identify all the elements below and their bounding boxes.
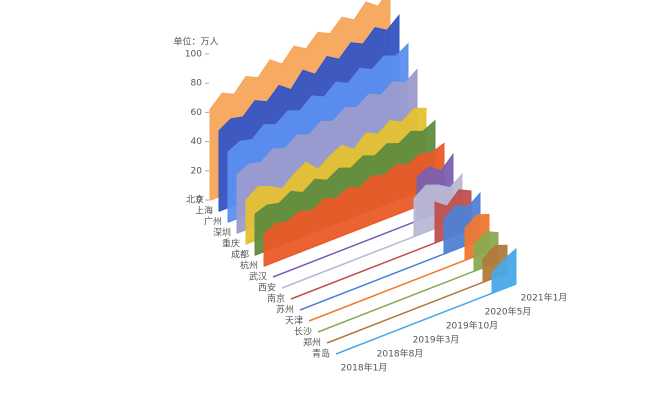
y-tick-label: 80 <box>191 79 203 89</box>
x-tick-label: 2018年1月 <box>341 362 388 374</box>
legend-label: 成都 <box>231 249 249 261</box>
baseline <box>308 250 490 322</box>
y-axis-label: 单位：万人 <box>173 36 218 48</box>
legend-label: 武汉 <box>249 271 267 283</box>
area <box>263 142 445 267</box>
legend-label: 广州 <box>204 216 222 228</box>
x-tick-label: 2019年3月 <box>413 333 460 345</box>
baseline <box>326 272 508 344</box>
legend-label: 南京 <box>267 293 285 305</box>
x-tick-label: 2020年5月 <box>485 305 532 317</box>
y-tick-label: 20 <box>191 166 203 176</box>
legend-label: 郑州 <box>303 337 321 349</box>
legend-label: 天津 <box>285 316 303 327</box>
legend-label: 苏州 <box>276 304 294 316</box>
x-tick-label: 2021年1月 <box>521 291 568 303</box>
legend-label: 上海 <box>195 205 213 217</box>
y-tick-label: 60 <box>191 108 203 118</box>
y-tick-label: 0 <box>196 196 202 206</box>
x-tick-label: 2018年8月 <box>377 347 424 359</box>
legend-label: 深圳 <box>213 228 231 239</box>
legend-label: 北京 <box>186 194 204 206</box>
legend-label: 西安 <box>258 282 276 294</box>
y-tick-label: 40 <box>191 137 203 147</box>
legend-label: 长沙 <box>294 326 312 338</box>
legend-label: 杭州 <box>240 260 258 272</box>
legend-label: 青岛 <box>312 348 330 360</box>
y-tick-label: 100 <box>185 50 202 60</box>
area <box>491 247 517 295</box>
baseline <box>317 261 499 333</box>
baseline <box>335 283 517 355</box>
x-tick-label: 2019年10月 <box>446 319 498 331</box>
legend-label: 重庆 <box>222 238 240 250</box>
